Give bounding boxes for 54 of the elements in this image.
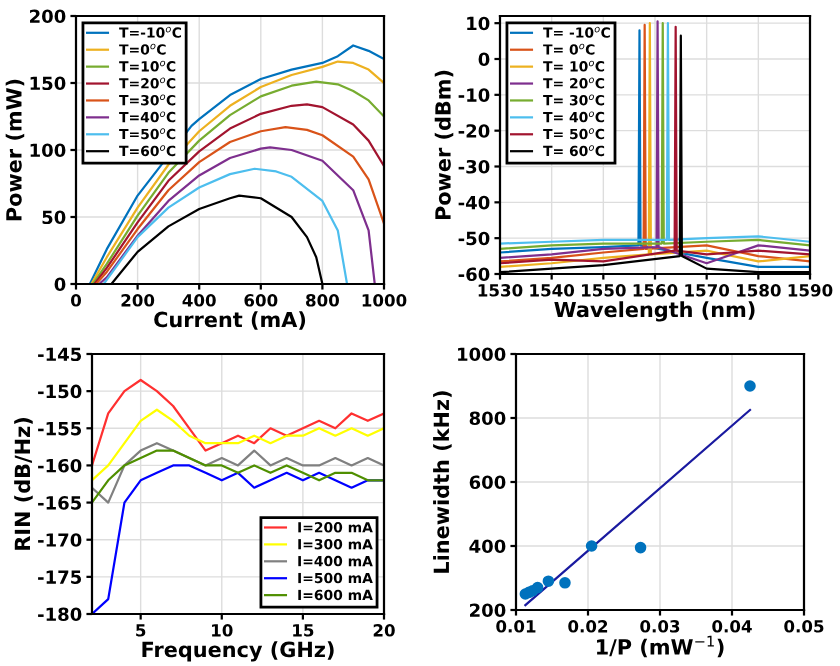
y-tick-label: 0 xyxy=(478,52,490,67)
y-tick-label: 200 xyxy=(470,603,506,618)
x-axis-title: Wavelength (nm) xyxy=(554,301,755,322)
x-tick-label: 1570 xyxy=(685,284,730,297)
y-tick-label: -170 xyxy=(38,533,82,547)
x-tick-label: 1560 xyxy=(633,284,678,297)
y-tick-label: 600 xyxy=(469,475,506,490)
x-tick-label: 1530 xyxy=(478,284,523,297)
x-tick-label: 0.01 xyxy=(496,620,536,633)
y-tick-label: 50 xyxy=(42,210,66,225)
y-tick-label: -10 xyxy=(458,88,490,102)
y-tick-label: 100 xyxy=(30,143,66,158)
y-tick-label: -150 xyxy=(38,384,82,399)
y-tick-label: -60 xyxy=(458,267,490,282)
y-tick-label: -40 xyxy=(458,195,490,210)
x-tick-label: 600 xyxy=(244,294,278,307)
y-tick-label: -175 xyxy=(38,570,82,584)
x-tick-label: 5 xyxy=(136,624,146,637)
x-tick-label: 1540 xyxy=(530,284,575,297)
x-tick-label: 0.03 xyxy=(640,620,680,633)
y-tick-label: -145 xyxy=(38,347,82,362)
y-tick-label: -50 xyxy=(458,231,490,246)
y-axis-title: Linewidth (kHz) xyxy=(433,391,452,573)
y-tick-label: -165 xyxy=(38,496,82,510)
y-tick-label: -160 xyxy=(38,458,82,473)
y-tick-label: -180 xyxy=(38,607,82,622)
x-axis-title: Frequency (GHz) xyxy=(142,641,334,662)
x-tick-label: 15 xyxy=(293,624,314,637)
y-tick-label: 150 xyxy=(30,76,66,91)
x-tick-label: 1000 xyxy=(362,294,407,307)
x-tick-label: 0.05 xyxy=(784,620,824,633)
y-tick-label: 10 xyxy=(467,16,490,31)
x-tick-label: 1550 xyxy=(582,284,626,297)
x-tick-label: 400 xyxy=(182,294,216,307)
y-tick-label: -30 xyxy=(458,159,490,174)
x-axis-title: Current (mA) xyxy=(154,311,306,330)
y-tick-label: 800 xyxy=(469,411,506,426)
y-tick-label: -20 xyxy=(458,124,490,138)
x-tick-label: 1590 xyxy=(788,284,833,297)
y-tick-label: -155 xyxy=(38,421,82,436)
x-tick-label: 0.04 xyxy=(712,620,752,633)
x-tick-label: 200 xyxy=(121,294,155,307)
x-tick-label: 800 xyxy=(306,294,339,307)
x-tick-label: 0.02 xyxy=(568,620,608,633)
x-tick-label: 1580 xyxy=(737,284,781,297)
x-tick-label: 10 xyxy=(212,624,233,637)
x-axis-title: 1/P (mW$^{−1}$) xyxy=(597,635,724,658)
x-tick-label: 20 xyxy=(373,624,395,637)
y-tick-label: 1000 xyxy=(458,347,506,362)
y-axis-title: Power (mW) xyxy=(5,79,25,221)
y-axis-title: RIN (dB/Hz) xyxy=(14,418,33,550)
y-tick-label: 200 xyxy=(30,9,66,24)
y-tick-label: 400 xyxy=(469,539,506,554)
y-axis-title: Power (dBm) xyxy=(434,70,454,220)
